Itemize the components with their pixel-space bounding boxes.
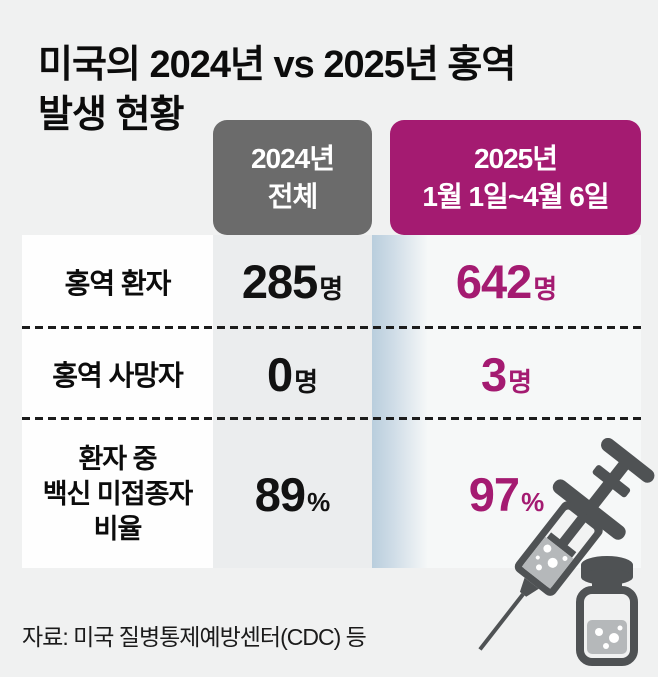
ratio-2024-unit: %	[307, 486, 331, 517]
syringe-needle	[478, 593, 525, 651]
page-title-line1: 미국의 2024년 vs 2025년 홍역	[38, 44, 516, 86]
ratio-2025-unit: %	[521, 486, 545, 517]
cases-2024-value: 285	[241, 255, 318, 308]
row-cases-label-cell: 홍역 환자	[22, 235, 213, 328]
page-title-line2: 발생 현황	[38, 94, 184, 136]
label-column-panel	[22, 235, 213, 568]
row-deaths-label-cell: 홍역 사망자	[22, 328, 213, 420]
table-row-unvaccinated-ratio: 환자 중 백신 미접종자 비율 89 % 97 %	[22, 420, 641, 568]
syringe-liquid	[521, 536, 574, 589]
row-ratio-label-cell: 환자 중 백신 미접종자 비율	[22, 420, 213, 568]
table-row-measles-deaths: 홍역 사망자 0 명 3 명	[22, 328, 641, 420]
deaths-2025-unit: 명	[508, 366, 533, 397]
page-title: 미국의 2024년 vs 2025년 홍역 발생 현황	[38, 40, 516, 140]
column-header-2024-line1: 2024년	[250, 142, 335, 174]
row-separator-1	[22, 326, 641, 329]
row-cases-label: 홍역 환자	[64, 267, 172, 299]
row-cases-2025-cell: 642 명	[372, 235, 641, 328]
row-ratio-label: 환자 중 백신 미접종자 비율	[42, 443, 194, 544]
deaths-2024-unit: 명	[294, 366, 319, 397]
column-divider-gradient	[372, 235, 428, 568]
column-header-2025-line1: 2025년	[473, 142, 558, 174]
cases-2025-unit: 명	[533, 274, 558, 304]
syringe-vial-illustration	[478, 438, 655, 666]
syringe-plunger-seal	[546, 532, 577, 558]
row-separator-2	[22, 417, 641, 420]
cases-2024-unit: 명	[319, 274, 344, 304]
row-deaths-2024-cell: 0 명	[213, 328, 372, 420]
syringe-inner-rod	[558, 510, 590, 547]
col-2024-panel	[213, 235, 372, 568]
row-deaths-2025-cell: 3 명	[372, 328, 641, 420]
cases-2025-value: 642	[455, 255, 532, 308]
vial-liquid	[587, 620, 627, 654]
column-header-2024-line2: 전체	[267, 180, 319, 212]
row-ratio-2025-cell: 97 %	[372, 420, 641, 568]
column-header-2025-line2: 1월 1일~4월 6일	[422, 180, 609, 212]
column-header-2024: 2024년 전체	[213, 120, 372, 235]
table-row-measles-cases: 홍역 환자 285 명 642 명	[22, 235, 641, 328]
deaths-2025-value: 3	[480, 347, 507, 401]
row-ratio-2024-cell: 89 %	[213, 420, 372, 568]
syringe-rod-crossbar	[592, 465, 631, 498]
syringe-thumb-rest	[601, 438, 655, 483]
ratio-2025-value: 97	[468, 467, 520, 521]
syringe-flange	[552, 479, 626, 540]
row-cases-2024-cell: 285 명	[213, 235, 372, 328]
source-note: 자료: 미국 질병통제예방센터(CDC) 등	[22, 624, 367, 650]
vaccine-vial	[576, 556, 638, 666]
syringe-hub	[519, 577, 539, 597]
column-header-2025: 2025년 1월 1일~4월 6일	[390, 120, 641, 235]
deaths-2024-value: 0	[266, 347, 293, 401]
ratio-2024-value: 89	[254, 467, 306, 521]
row-deaths-label: 홍역 사망자	[52, 360, 184, 391]
